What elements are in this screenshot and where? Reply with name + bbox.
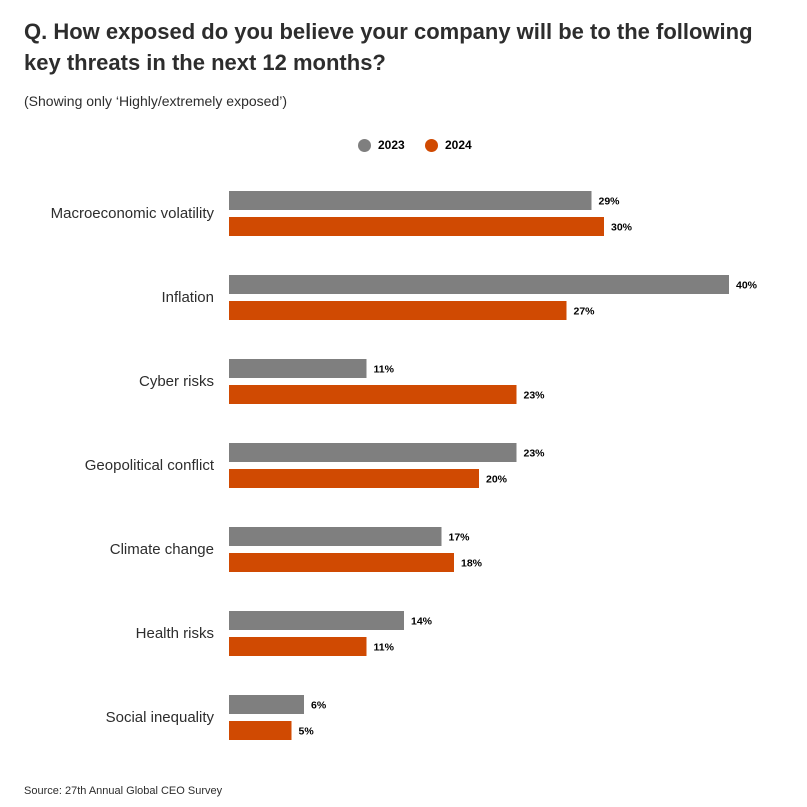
bar-2024: [229, 217, 604, 236]
chart-subtitle: (Showing only ‘Highly/extremely exposed’…: [24, 93, 288, 109]
data-label: 30%: [611, 222, 633, 234]
data-label: 14%: [411, 616, 433, 628]
category-label: Inflation: [161, 289, 214, 306]
category-label: Cyber risks: [139, 373, 214, 390]
data-label: 23%: [524, 390, 546, 402]
bar-2023: [229, 695, 304, 714]
bar-2024: [229, 721, 292, 740]
category-label: Climate change: [110, 541, 214, 558]
data-label: 40%: [736, 280, 758, 292]
legend-item-2024: 2024: [425, 138, 472, 152]
category-label: Health risks: [136, 625, 214, 642]
bar-2024: [229, 301, 567, 320]
data-label: 18%: [461, 558, 483, 570]
data-label: 20%: [486, 474, 508, 486]
bar-2023: [229, 611, 404, 630]
source-note: Source: 27th Annual Global CEO Survey: [24, 785, 223, 797]
bar-2023: [229, 191, 592, 210]
category-label: Social inequality: [106, 709, 215, 726]
legend-swatch-icon: [425, 138, 438, 152]
chart-title: Q. How exposed do you believe your compa…: [24, 19, 753, 75]
category-label: Macroeconomic volatility: [51, 205, 215, 222]
category-label: Geopolitical conflict: [85, 457, 215, 474]
data-label: 5%: [299, 726, 315, 738]
legend-label: 2023: [378, 138, 405, 152]
data-label: 27%: [574, 306, 596, 318]
data-label: 11%: [374, 642, 395, 654]
data-label: 23%: [524, 448, 546, 460]
bar-2024: [229, 469, 479, 488]
legend-item-2023: 2023: [358, 138, 405, 152]
bar-2023: [229, 527, 442, 546]
legend-label: 2024: [445, 138, 472, 152]
bar-2024: [229, 637, 367, 656]
data-label: 29%: [599, 196, 621, 208]
data-label: 17%: [449, 532, 471, 544]
bar-2024: [229, 385, 517, 404]
bar-2024: [229, 553, 454, 572]
bar-2023: [229, 443, 517, 462]
legend-swatch-icon: [358, 138, 371, 152]
bar-2023: [229, 275, 729, 294]
legend: 2023 2024: [0, 138, 807, 156]
data-label: 11%: [374, 364, 395, 376]
data-label: 6%: [311, 700, 327, 712]
bar-2023: [229, 359, 367, 378]
